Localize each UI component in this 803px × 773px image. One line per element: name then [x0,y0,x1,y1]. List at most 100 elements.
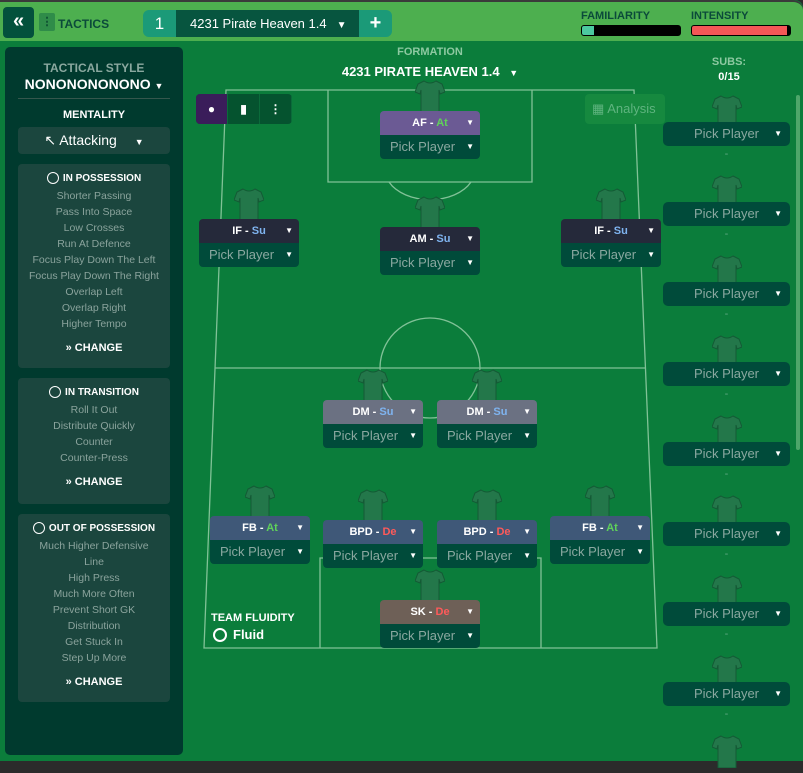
role-selector[interactable]: IF - Su ▼ [199,219,299,243]
instruction-item: Distribution [67,620,121,632]
caret-down-icon: ▼ [636,547,644,556]
shirt-icon [414,568,446,603]
role-selector[interactable]: IF - Su ▼ [561,219,661,243]
role-selector[interactable]: DM - Su ▼ [437,400,537,424]
formation-name: 4231 PIRATE HEAVEN 1.4 [341,64,500,79]
caret-down-icon: ▼ [774,689,782,698]
back-button[interactable]: « [3,7,34,38]
formation-dropdown[interactable]: 4231 PIRATE HEAVEN 1.4 ▼ [300,64,560,79]
role-selector[interactable]: AM - Su ▼ [380,227,480,251]
shirt-icon [711,494,743,529]
sub-pick-player-dropdown[interactable]: Pick Player ▼ [663,682,790,706]
sub-pick-player-dropdown[interactable]: Pick Player ▼ [663,442,790,466]
role-selector[interactable]: BPD - De ▼ [437,520,537,544]
pick-player-dropdown[interactable]: Pick Player ▼ [561,243,661,267]
tactic-selector[interactable]: 4231 Pirate Heaven 1.4 ▼ [176,10,359,37]
view-toggle: ● ▮ ⋮ [196,94,292,124]
caret-down-icon: ▼ [285,226,293,235]
shirt-icon [357,368,389,403]
role-selector[interactable]: DM - Su ▼ [323,400,423,424]
sub-pick-player-dropdown[interactable]: Pick Player ▼ [663,522,790,546]
instruction-item: Roll It Out [70,404,118,416]
role-selector[interactable]: BPD - De ▼ [323,520,423,544]
instruction-item: Much More Often [53,588,135,600]
sub-pick-player-dropdown[interactable]: Pick Player ▼ [663,362,790,386]
role-selector[interactable]: FB - At ▼ [550,516,650,540]
role-selector[interactable]: SK - De ▼ [380,600,480,624]
caret-down-icon: ▼ [466,258,474,267]
subs-scrollbar[interactable] [796,95,800,450]
pick-player-dropdown[interactable]: Pick Player ▼ [210,540,310,564]
sub-pick-player-dropdown[interactable]: Pick Player ▼ [663,122,790,146]
change-out-of-possession-button[interactable]: » CHANGE [65,676,123,688]
chevron-down-icon: ▼ [134,137,144,147]
caret-down-icon: ▼ [523,527,531,536]
tactical-style-dropdown[interactable]: NONONONONONO ▼ [5,76,183,92]
tactics-view-button[interactable]: ⋮ [260,94,292,124]
tactic-slot-number[interactable]: 1 [143,10,176,37]
top-bar: « ⋮ TACTICS 1 4231 Pirate Heaven 1.4 ▼ + … [0,0,803,41]
panel-title: OUT OF POSSESSION [48,522,156,534]
chevron-down-icon: ▼ [154,81,164,91]
analysis-button[interactable]: ▦ Analysis [585,94,665,124]
formation-label: FORMATION [397,46,463,58]
instruction-item: Overlap Right [61,302,127,314]
change-in-possession-button[interactable]: » CHANGE [65,342,123,354]
player-position-card: FB - At ▼ Pick Player ▼ [210,516,310,564]
role-selector[interactable]: FB - At ▼ [210,516,310,540]
analysis-label: Analysis [607,101,656,116]
role-selector[interactable]: AF - At ▼ [380,111,480,135]
player-view-button[interactable]: ● [196,94,228,124]
instruction-item: Low Crosses [63,222,125,234]
stats-view-button[interactable]: ▮ [228,94,260,124]
caret-down-icon: ▼ [774,369,782,378]
pick-player-dropdown[interactable]: Pick Player ▼ [323,424,423,448]
player-position-card: DM - Su ▼ Pick Player ▼ [323,400,423,448]
ball-icon [46,172,59,184]
intensity-bar[interactable] [691,25,791,36]
caret-down-icon: ▼ [774,289,782,298]
shirt-icon [357,488,389,523]
sub-pick-player-dropdown[interactable]: Pick Player ▼ [663,202,790,226]
shirt-icon [584,484,616,519]
shirt-icon [711,574,743,609]
tactic-name: 4231 Pirate Heaven 1.4 [190,16,327,31]
in-possession-panel: IN POSSESSION Shorter Passing Pass Into S… [18,164,170,368]
mentality-dropdown[interactable]: ↖ Attacking ▼ [18,127,170,154]
instruction-item: Focus Play Down The Right [29,270,159,282]
instruction-item: Pass Into Space [55,206,133,218]
shirt-icon [414,79,446,114]
pick-player-dropdown[interactable]: Pick Player ▼ [437,424,537,448]
sub-placeholder: - [724,628,729,640]
pick-player-dropdown[interactable]: Pick Player ▼ [550,540,650,564]
familiarity-bar[interactable] [581,25,681,36]
add-tactic-button[interactable]: + [359,10,392,37]
sub-placeholder: - [724,708,729,720]
change-in-transition-button[interactable]: » CHANGE [65,476,123,488]
pick-player-dropdown[interactable]: Pick Player ▼ [437,544,537,568]
caret-down-icon: ▼ [409,431,417,440]
pick-player-dropdown[interactable]: Pick Player ▼ [380,251,480,275]
instruction-item: Get Stuck In [65,636,123,648]
player-position-card: IF - Su ▼ Pick Player ▼ [561,219,661,267]
instruction-item: Line [84,556,104,568]
sub-placeholder: - [724,308,729,320]
pick-player-dropdown[interactable]: Pick Player ▼ [380,624,480,648]
shirt-icon [711,414,743,449]
tactical-style-value: NONONONONONO [24,76,151,92]
pick-player-dropdown[interactable]: Pick Player ▼ [323,544,423,568]
grid-icon: ▦ [592,101,605,116]
pick-player-dropdown[interactable]: Pick Player ▼ [380,135,480,159]
pick-player-dropdown[interactable]: Pick Player ▼ [199,243,299,267]
instruction-item: Prevent Short GK [52,604,136,616]
tactics-label: TACTICS [58,17,110,31]
out-of-possession-panel: OUT OF POSSESSION Much Higher Defensive L… [18,514,170,702]
sub-pick-player-dropdown[interactable]: Pick Player ▼ [663,602,790,626]
defence-icon [32,522,45,534]
team-fluidity-value: Fluid [213,627,264,642]
sub-placeholder: - [724,228,729,240]
transition-icon [49,386,62,398]
caret-down-icon: ▼ [409,407,417,416]
sub-pick-player-dropdown[interactable]: Pick Player ▼ [663,282,790,306]
